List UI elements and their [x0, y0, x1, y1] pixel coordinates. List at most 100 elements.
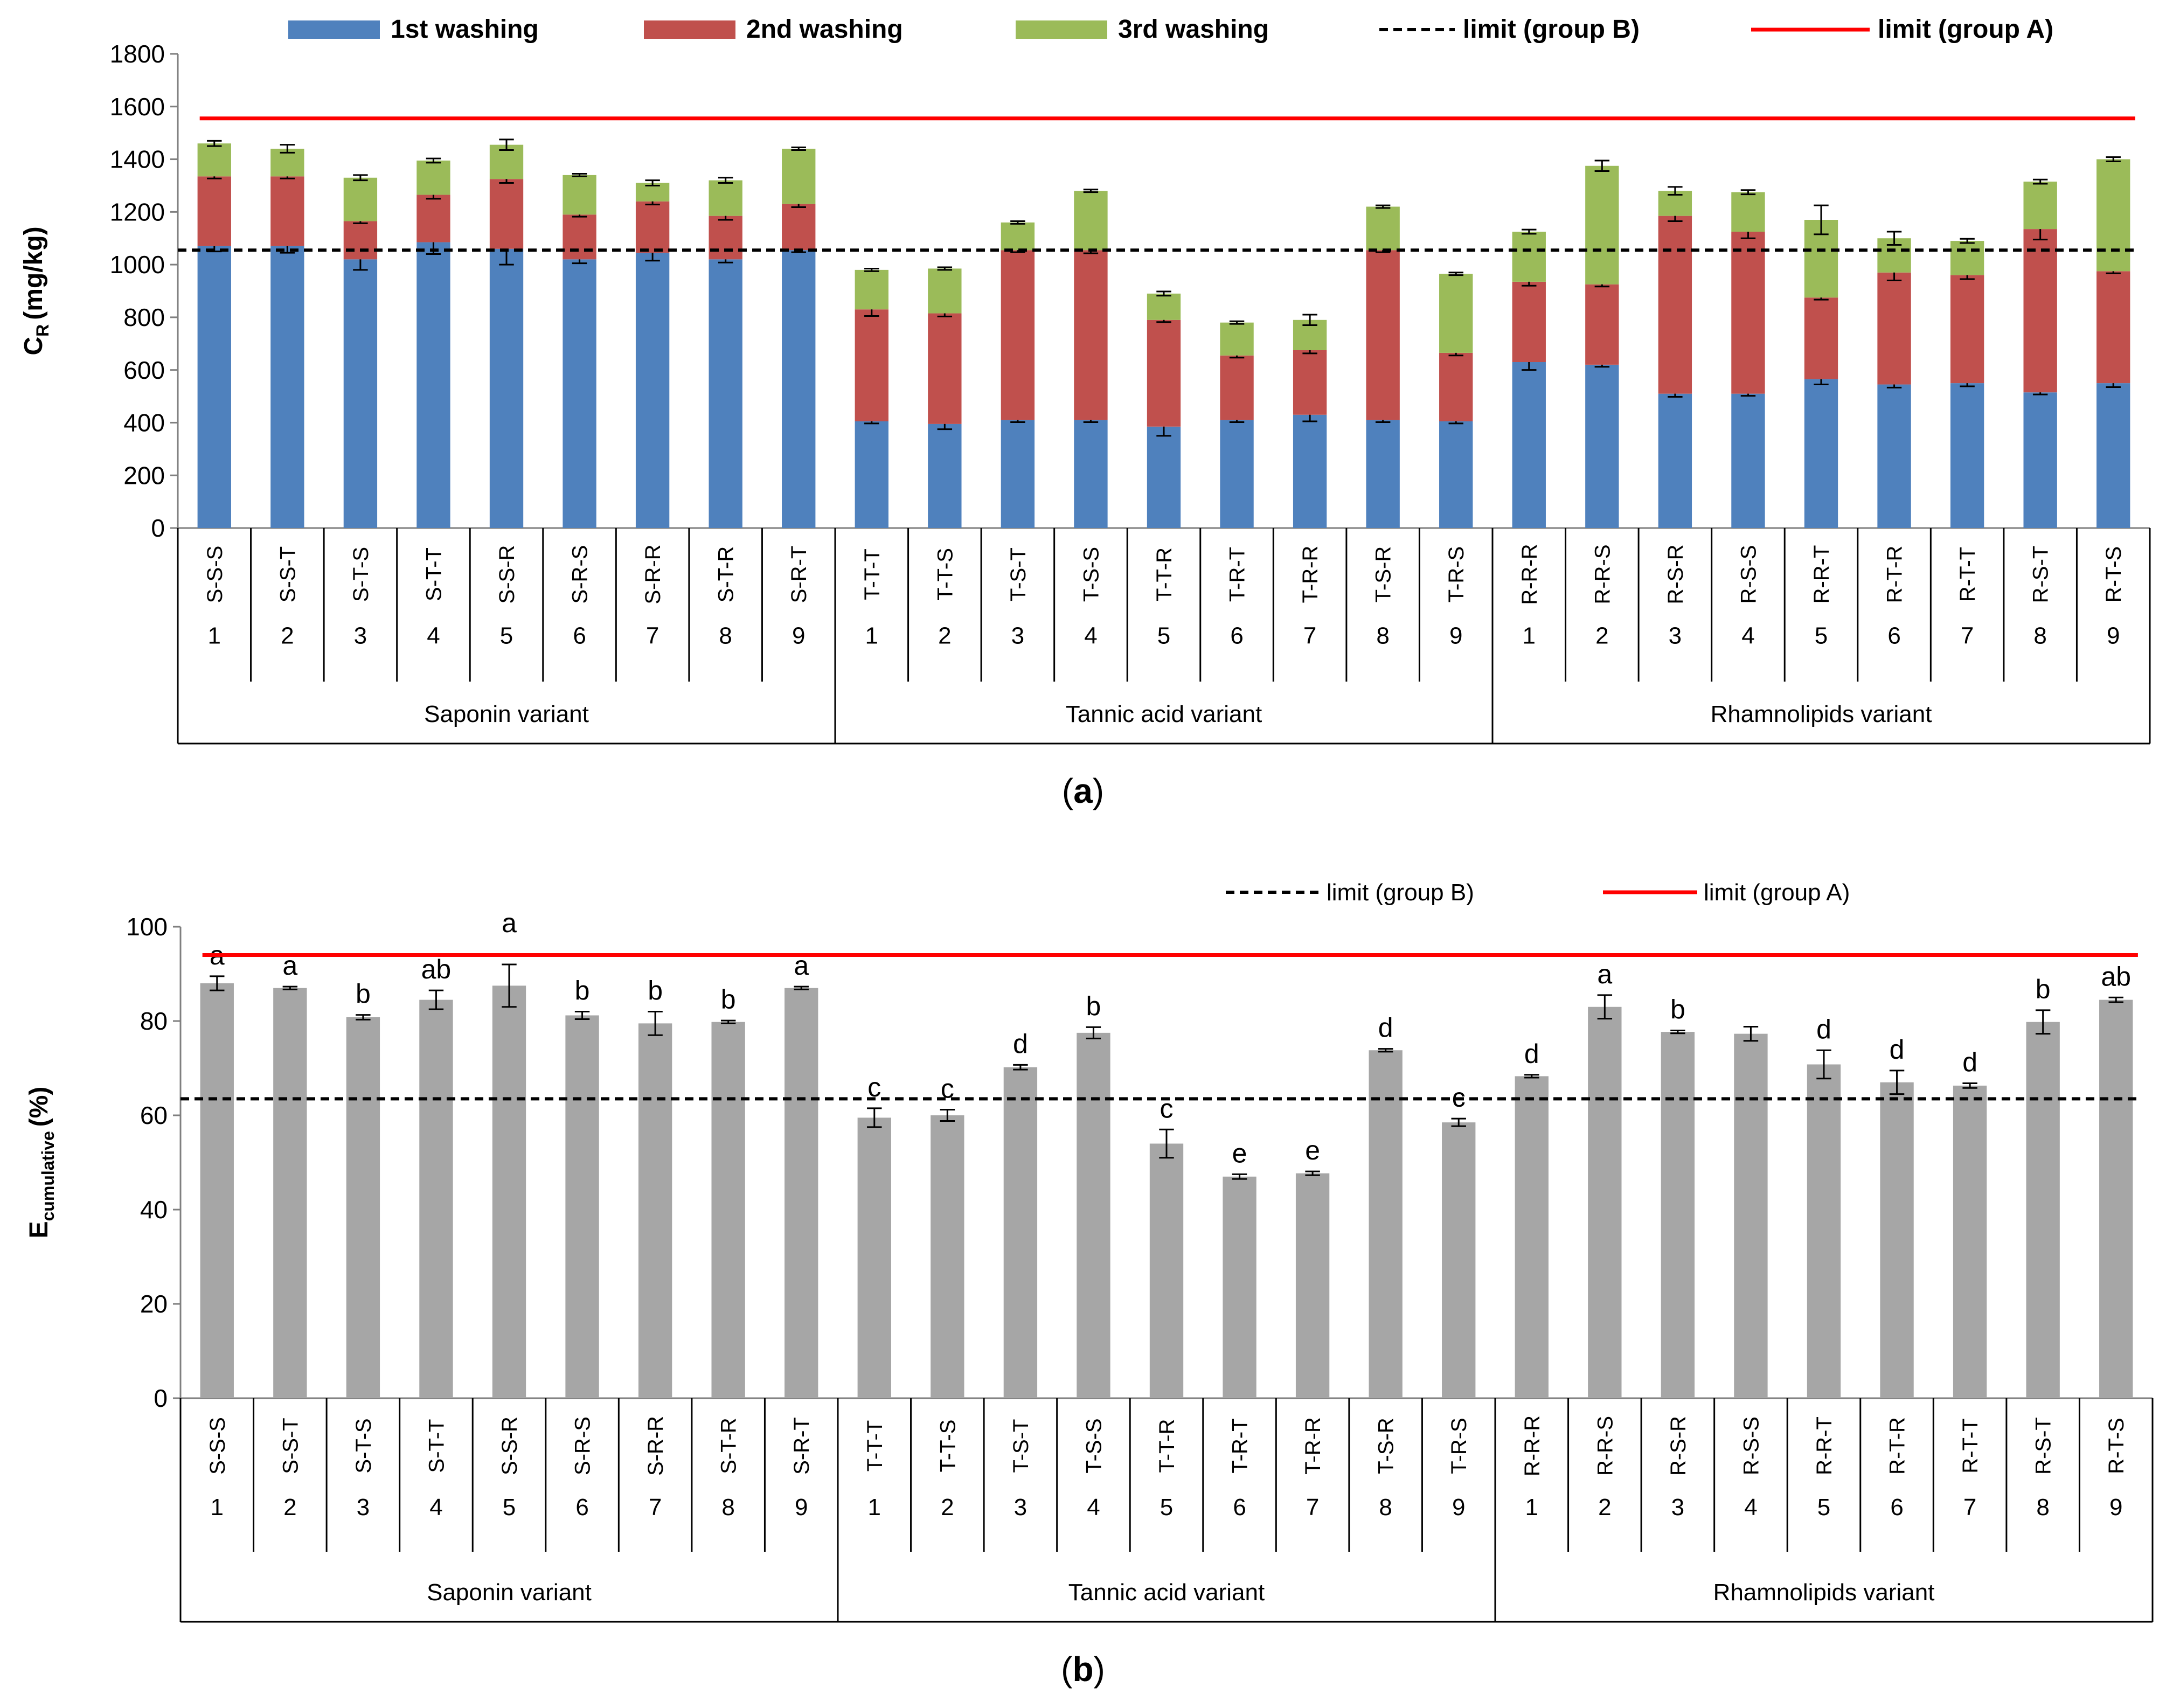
y-tick-label: 600 — [123, 356, 165, 384]
group-label: Tannic acid variant — [1066, 701, 1262, 727]
bar-T-T-S — [928, 268, 962, 314]
bar-R-T-S — [2099, 999, 2133, 1398]
x-number-label: 7 — [1963, 1494, 1976, 1520]
legend-label: 3rd washing — [1118, 15, 1269, 44]
bar-S-S-S — [197, 143, 231, 177]
x-number-label: 5 — [1160, 1494, 1173, 1520]
legend-swatch — [288, 20, 380, 39]
significance-label: ab — [2101, 961, 2131, 991]
bar-T-T-S — [928, 423, 962, 528]
x-number-label: 1 — [211, 1494, 224, 1520]
x-number-label: 2 — [938, 623, 951, 649]
x-number-label: 3 — [1669, 623, 1682, 649]
bar-S-T-T — [416, 161, 450, 195]
x-category-label: S-T-T — [425, 1419, 448, 1473]
y-axis-title: CR (mg/kg) — [19, 226, 52, 355]
x-category-label: T-R-T — [1228, 1418, 1252, 1473]
y-tick-label: 1400 — [110, 145, 165, 173]
x-category-label: T-R-S — [1445, 546, 1468, 602]
x-number-label: 2 — [283, 1494, 296, 1520]
bar-T-T-T — [855, 309, 888, 421]
significance-label: b — [1670, 995, 1685, 1025]
bar-R-R-R — [1512, 281, 1546, 362]
bar-S-S-R — [489, 179, 524, 249]
x-number-label: 3 — [1014, 1494, 1027, 1520]
y-axis-title-sub: cumulative — [38, 1131, 58, 1221]
bar-R-T-T — [1950, 383, 1984, 528]
bar-S-T-S — [343, 221, 378, 260]
group-label: Rhamnolipids variant — [1713, 1579, 1935, 1606]
x-category-label: T-S-T — [1006, 547, 1030, 601]
bar-T-T-T — [857, 1117, 891, 1398]
x-category-label: S-S-T — [276, 546, 300, 602]
bar-R-R-T — [1804, 379, 1838, 528]
y-tick-label: 80 — [140, 1007, 168, 1035]
x-category-label: R-S-R — [1664, 544, 1688, 604]
x-category-label: S-R-S — [571, 1417, 595, 1475]
x-number-label: 5 — [503, 1494, 516, 1520]
bar-T-S-T — [1001, 250, 1035, 420]
bar-T-S-S — [1077, 1032, 1110, 1398]
legend-label: limit (group A) — [1878, 15, 2053, 44]
x-number-label: 8 — [2033, 623, 2046, 649]
x-number-label: 4 — [1087, 1494, 1100, 1520]
panel-label-paren: ( — [1061, 1650, 1072, 1689]
x-category-label: R-S-S — [1739, 1417, 1763, 1475]
x-number-label: 4 — [1744, 1494, 1757, 1520]
significance-label: b — [2036, 974, 2051, 1004]
x-number-label: 9 — [792, 623, 805, 649]
bar-S-T-R — [709, 259, 742, 528]
bar-S-S-S — [197, 176, 231, 246]
bar-S-R-T — [782, 204, 816, 251]
bar-R-R-R — [1512, 232, 1546, 282]
legend-label: limit (group A) — [1704, 879, 1850, 906]
x-category-label: R-S-R — [1667, 1416, 1690, 1476]
bar-T-R-S — [1439, 421, 1473, 528]
bar-T-T-S — [928, 313, 962, 424]
bar-T-T-R — [1149, 1143, 1184, 1398]
significance-label: e — [1305, 1135, 1320, 1165]
bar-T-T-R — [1147, 426, 1181, 528]
y-tick-label: 1000 — [110, 251, 165, 279]
bar-T-R-S — [1439, 274, 1473, 353]
significance-label: d — [1816, 1014, 1831, 1044]
group-label: Saponin variant — [427, 1579, 592, 1606]
bar-R-S-S — [1734, 1033, 1768, 1398]
significance-label: d — [1890, 1034, 1905, 1065]
x-category-label: T-S-R — [1374, 1418, 1398, 1474]
x-category-label: S-T-S — [352, 1418, 376, 1473]
bar-S-S-T — [270, 176, 304, 246]
legend-label: limit (group B) — [1327, 879, 1474, 906]
bar-T-R-S — [1439, 352, 1473, 421]
bar-R-R-R — [1515, 1076, 1549, 1398]
bar-R-S-S — [1731, 393, 1765, 528]
x-number-label: 9 — [2107, 623, 2120, 649]
x-category-label: S-R-S — [568, 545, 592, 604]
x-category-label: S-R-R — [641, 544, 665, 604]
group-label: Saponin variant — [424, 701, 589, 727]
bar-R-S-T — [2023, 182, 2057, 230]
panel-label-paren: ) — [1094, 1650, 1105, 1689]
bar-T-S-S — [1074, 191, 1108, 251]
x-category-label: S-S-S — [206, 1417, 230, 1475]
bar-R-S-R — [1661, 1032, 1695, 1398]
bar-R-T-R — [1877, 272, 1911, 385]
x-category-label: T-R-R — [1299, 546, 1322, 603]
y-axis-title-main: E — [25, 1221, 53, 1238]
bar-R-S-R — [1658, 393, 1692, 528]
bar-R-T-S — [2096, 271, 2130, 384]
bar-S-T-R — [709, 180, 742, 216]
bar-R-R-S — [1585, 284, 1619, 365]
x-number-label: 8 — [1379, 1494, 1392, 1520]
bar-R-S-T — [2023, 229, 2057, 393]
bar-S-T-T — [416, 242, 450, 528]
bar-S-S-T — [270, 246, 304, 528]
bar-S-S-S — [197, 246, 231, 528]
x-number-label: 9 — [1452, 1494, 1465, 1520]
x-number-label: 2 — [941, 1494, 954, 1520]
x-category-label: T-R-S — [1447, 1418, 1471, 1474]
x-category-label: R-T-T — [1956, 547, 1980, 602]
bar-S-S-T — [273, 988, 307, 1398]
legend-label: limit (group B) — [1463, 15, 1640, 44]
bar-S-R-S — [563, 175, 596, 215]
